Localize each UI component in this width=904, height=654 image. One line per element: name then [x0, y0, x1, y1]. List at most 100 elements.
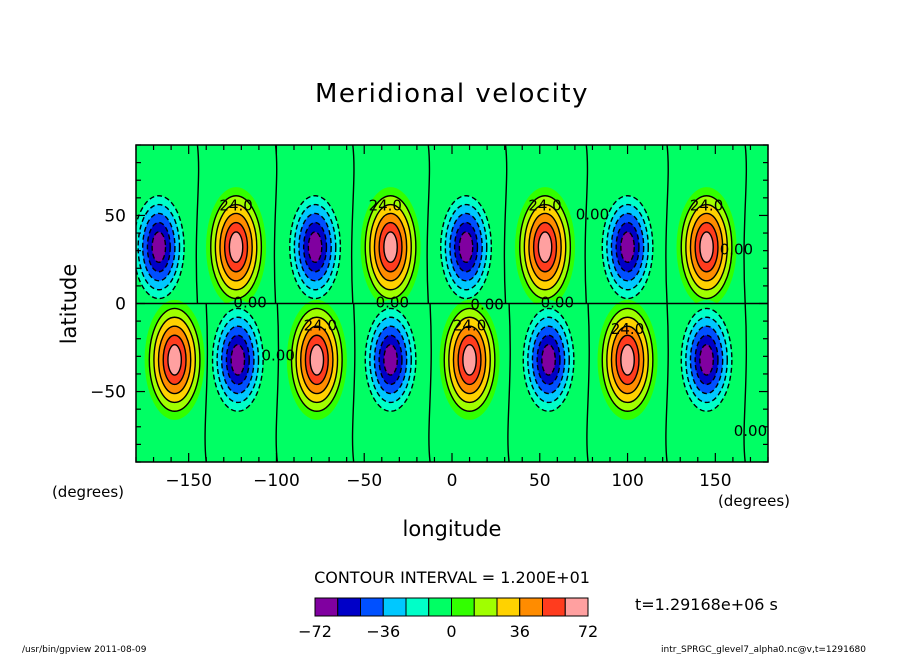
zero-contour-north	[503, 145, 508, 304]
footer-right: intr_SPRGC_glevel7_alpha0.nc@v,t=1291680	[661, 645, 866, 654]
contour-label: 0.00	[576, 205, 609, 223]
zero-contour-south	[665, 303, 669, 462]
y-axis-label: latitude	[57, 264, 81, 345]
zero-contour-north	[426, 145, 431, 304]
x-tick-label: −150	[165, 471, 212, 491]
south-minimum-cell	[518, 299, 579, 420]
contour-band	[620, 231, 635, 264]
colorbar-swatch	[428, 597, 452, 617]
contour-labels: 24.0 24.0 24.0 24.0 24.0 24.0 24.0 0.00 0.00 0.00…	[219, 197, 767, 440]
colorbar-swatch	[564, 597, 589, 617]
contour-label: 0.00	[720, 241, 753, 259]
contour-band	[151, 231, 167, 264]
x-tick-label: 0	[447, 471, 458, 491]
zero-contour-north	[665, 145, 669, 304]
north-minimum-cell	[436, 187, 497, 308]
contour-band	[458, 231, 474, 264]
south-minimum-cell	[676, 299, 737, 420]
north-maximum-cell	[360, 187, 421, 308]
contour-label: 0.00	[734, 422, 767, 440]
contour-label: 24.0	[304, 316, 337, 334]
x-axis-label: longitude	[403, 517, 502, 541]
x-tick-label: −100	[253, 471, 300, 491]
contour-label: 24.0	[528, 197, 561, 215]
colorbar-swatch	[314, 597, 339, 617]
colorbar-tick-label: 0	[446, 622, 456, 641]
contour-label: 24.0	[690, 197, 723, 215]
y-axis: 50 0 −50	[90, 144, 768, 463]
x-tick-label: 100	[611, 471, 643, 491]
south-maximum-cell	[286, 299, 347, 420]
south-minimum-cell	[207, 299, 268, 420]
contour-band	[230, 343, 246, 376]
contour-label: 0.00	[470, 295, 503, 313]
plot-area: 24.0 24.0 24.0 24.0 24.0 24.0 24.0 0.00 0.00 0.00…	[136, 145, 768, 462]
footer-left: /usr/bin/gpview 2011-08-09	[22, 645, 147, 654]
chart-title: Meridional velocity	[315, 79, 589, 109]
contour-band	[383, 231, 398, 264]
y-tick-label: −50	[90, 383, 126, 403]
north-maximum-cell	[676, 187, 737, 308]
y-tick-label: 0	[115, 295, 126, 315]
south-maximum-cell	[439, 299, 500, 420]
contour-band	[620, 343, 635, 376]
north-maximum-cell	[206, 187, 267, 308]
colorbar-swatch	[451, 597, 475, 617]
zero-contour-south	[428, 303, 432, 462]
contour-label: 0.00	[541, 294, 574, 312]
zero-contour-south	[743, 303, 748, 462]
contour-label: 24.0	[369, 197, 402, 215]
x-tick-label: 50	[529, 471, 551, 491]
south-maximum-cell	[144, 299, 205, 420]
zero-contours	[136, 145, 768, 462]
colorbar-swatch	[360, 597, 384, 617]
contour-label: 24.0	[611, 320, 644, 338]
zero-contour-north	[195, 145, 200, 304]
north-minimum-cell	[597, 187, 658, 308]
colorbar-swatch	[382, 597, 407, 617]
south-minimum-cell	[360, 299, 421, 420]
zero-contour-south	[204, 303, 209, 462]
colorbar: −72 −36 0 36 72	[298, 597, 598, 641]
zero-contour-south	[275, 303, 280, 462]
colorbar-swatch	[519, 597, 543, 617]
colorbar-swatch	[496, 597, 521, 617]
contour-band	[462, 343, 477, 376]
y-tick-label: 50	[104, 206, 126, 226]
zero-contour-south	[507, 303, 511, 462]
contour-band	[307, 231, 323, 264]
contour-band	[383, 343, 398, 376]
contour-label: 24.0	[453, 316, 486, 334]
contour-band	[309, 343, 325, 376]
contour-label: 0.00	[261, 346, 294, 364]
x-tick-label: 150	[699, 471, 731, 491]
zero-contour-north	[350, 145, 355, 304]
contour-band	[699, 343, 714, 376]
colorbar-tick-label: 36	[510, 622, 530, 641]
contour-label: 24.0	[219, 197, 252, 215]
zero-contour-south	[586, 303, 590, 462]
contour-band	[537, 231, 553, 264]
zero-contour-north	[273, 145, 278, 304]
colorbar-swatch	[405, 597, 430, 617]
colorbar-swatch	[337, 597, 361, 617]
contour-label: 0.00	[233, 294, 266, 312]
zero-contour-north	[584, 145, 589, 304]
north-minimum-cell	[285, 187, 346, 308]
cells-layer	[136, 187, 737, 420]
zero-contour-south	[351, 303, 356, 462]
south-maximum-cell	[597, 299, 658, 420]
contour-band	[167, 343, 183, 376]
colorbar-swatch	[473, 597, 498, 617]
x-tick-label: −50	[346, 471, 382, 491]
colorbar-swatch	[542, 597, 566, 617]
x-axis: −150 −100 −50 0 50 100 150	[135, 145, 769, 491]
zero-contour-north	[743, 145, 748, 304]
contour-band	[228, 231, 244, 264]
time-label: t=1.29168e+06 s	[635, 595, 778, 614]
colorbar-tick-label: 72	[578, 622, 598, 641]
contour-label: 0.00	[376, 294, 409, 312]
colorbar-tick-label: −72	[298, 622, 332, 641]
contour-interval-label: CONTOUR INTERVAL = 1.200E+01	[314, 568, 590, 587]
